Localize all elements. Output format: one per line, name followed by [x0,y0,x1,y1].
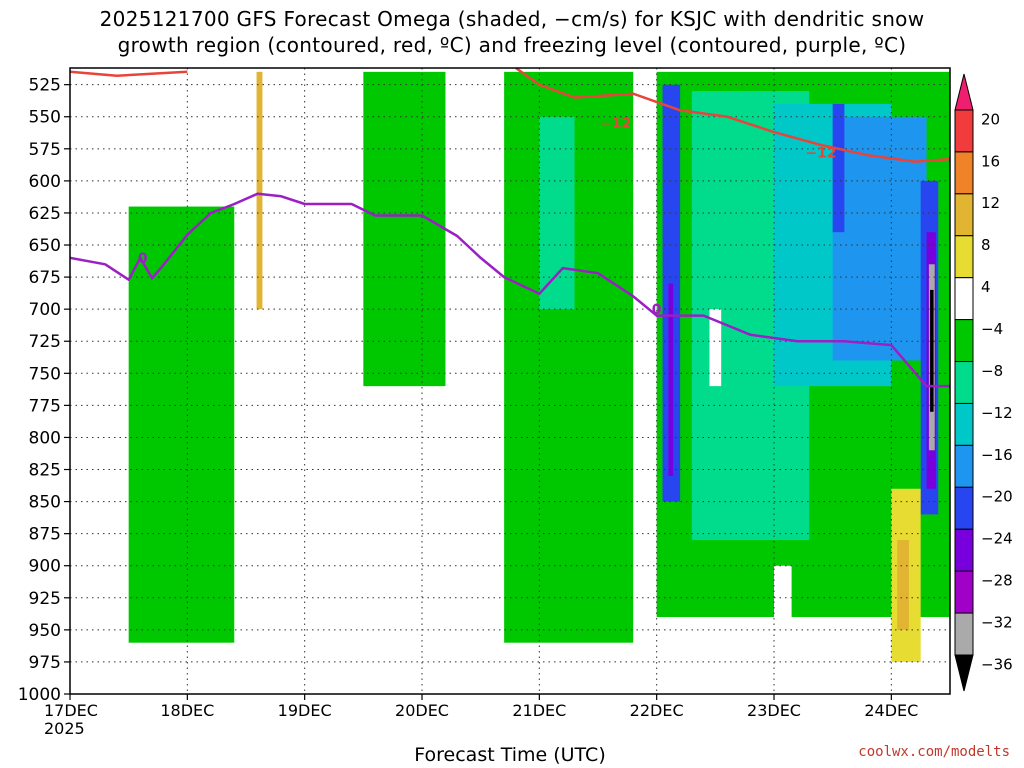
omega-region-4 [363,71,446,387]
colorbar-box-2 [954,193,974,237]
omega-region-22 [709,309,722,387]
chart-title: 2025121700 GFS Forecast Omega (shaded, −… [99,7,925,57]
y-tick-label-575: 575 [29,140,61,160]
colorbar-label-12: −32 [981,613,1013,631]
y-tick-label-800: 800 [29,428,61,448]
colorbar-label-7: −12 [981,404,1013,422]
colorbar-label-9: −20 [981,488,1013,506]
y-tick-label-775: 775 [29,396,61,416]
snow-growth-label-0: −12 [600,116,631,132]
y-tick-label-875: 875 [29,525,61,545]
x-tick-label-7: 24DEC [864,701,918,720]
colorbar-label-8: −16 [981,446,1013,464]
x-axis: 17DEC 18DEC 19DEC 20DEC 21DEC 22DEC 23DEC 24DEC… [44,694,918,738]
x-tick-label-3: 20DEC [395,701,449,720]
y-tick-label-950: 950 [29,621,61,641]
snow-growth-line-1 [515,68,950,163]
freezing-level-label-0: 0 [138,251,148,267]
x-year-label: 2025 [44,719,85,738]
colorbar-label-10: −24 [981,530,1013,548]
plot-frame [69,67,951,695]
omega-region-21 [774,565,792,656]
colorbar-box-1 [954,151,974,195]
colorbar-bottom-arrow [954,654,974,692]
y-tick-label-925: 925 [29,589,61,609]
credit-link[interactable]: coolwx.com/modelts [858,744,1010,760]
omega-region-2 [256,71,263,310]
colorbar-box-9 [954,486,974,530]
y-tick-label-600: 600 [29,172,61,192]
colorbar-label-13: −36 [981,655,1013,673]
colorbar-label-1: 16 [981,152,1000,170]
y-tick-label-525: 525 [29,76,61,96]
x-tick-label-5: 22DEC [630,701,684,720]
y-tick-label-750: 750 [29,364,61,384]
colorbar-box-12 [954,612,974,656]
y-tick-label-650: 650 [29,236,61,256]
y-tick-label-825: 825 [29,461,61,481]
colorbar-box-4 [954,277,974,321]
snow-growth-line-0 [70,70,188,77]
y-tick-label-550: 550 [29,108,61,128]
omega-region-1 [251,71,270,643]
omega-region-18 [930,289,934,412]
omega-region-20 [897,540,909,630]
colorbar-label-6: −8 [981,362,1003,380]
colorbar: 20 16 12 8 4 −4 −8 −12 −16 −20 −24 −28 −32 −36 [954,73,1013,692]
x-tick-label-0: 17DEC [44,701,98,720]
x-tick-label-4: 21DEC [512,701,566,720]
x-tick-label-1: 18DEC [160,701,214,720]
contours: 0 0 −12 −12 [70,68,950,388]
colorbar-box-8 [954,444,974,488]
y-tick-label-975: 975 [29,653,61,673]
y-tick-label-1000: 1000 [18,685,61,705]
omega-region-11 [832,116,927,361]
x-tick-label-6: 23DEC [747,701,801,720]
omega-region-13 [668,283,674,476]
omega-region-3 [128,206,235,643]
colorbar-box-5 [954,319,974,363]
freezing-level-label-1: 0 [652,302,662,318]
y-tick-label-700: 700 [29,300,61,320]
colorbar-label-2: 12 [981,194,1000,212]
freezing-level-line [70,192,950,388]
omega-region-14 [832,103,845,233]
colorbar-box-7 [954,402,974,446]
omega-region-0 [105,71,123,130]
colorbar-box-11 [954,570,974,614]
colorbar-top-arrow [954,73,974,111]
colorbar-box-3 [954,235,974,279]
colorbar-box-6 [954,361,974,404]
y-tick-label-675: 675 [29,268,61,288]
y-axis: 525 550 575 600 625 650 675 700 725 750 775 800 825 8… [18,76,70,705]
y-tick-label-900: 900 [29,557,61,577]
omega-shading [105,71,950,669]
omega-region-5 [468,540,487,669]
x-axis-label: Forecast Time (UTC) [414,744,606,766]
colorbar-label-11: −28 [981,572,1013,590]
y-tick-label-850: 850 [29,493,61,513]
snow-growth-label-1: −12 [805,146,836,162]
omega-region-7 [539,116,575,310]
colorbar-box-10 [954,528,974,572]
y-tick-label-625: 625 [29,204,61,224]
x-tick-label-2: 19DEC [278,701,332,720]
y-tick-label-725: 725 [29,332,61,352]
colorbar-label-4: 4 [981,278,991,296]
colorbar-label-3: 8 [981,236,991,254]
colorbar-box-0 [954,109,974,153]
colorbar-label-5: −4 [981,320,1003,338]
colorbar-label-0: 20 [981,110,1000,128]
